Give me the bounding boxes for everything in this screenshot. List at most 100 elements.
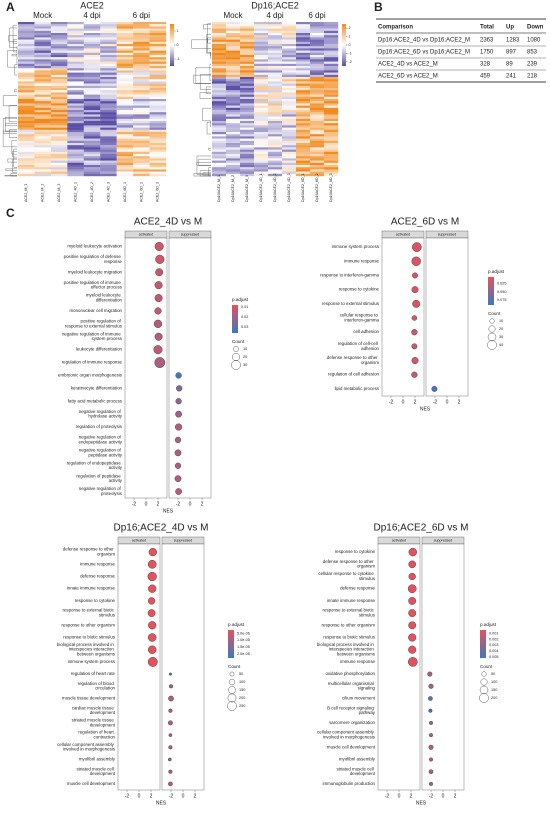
heatmap-cell (149, 26, 167, 29)
heatmap-cell (268, 55, 283, 58)
dot (431, 385, 438, 392)
heatmap-cell (296, 154, 311, 157)
heatmap-cell (296, 70, 311, 73)
heatmap-cell (149, 96, 167, 100)
heatmap-cell (324, 129, 339, 133)
heatmap-cell (254, 41, 269, 45)
heatmap-cell (18, 169, 35, 172)
heatmap-cell (254, 154, 269, 157)
heatmap-cell (254, 103, 269, 106)
heatmap-cell (50, 33, 68, 36)
legend-dot (228, 678, 236, 686)
heatmap-cell (133, 79, 150, 82)
heatmap-cell (296, 107, 311, 111)
heatmap-cell (240, 63, 255, 67)
heatmap-cell (254, 129, 269, 133)
heatmap-cell (149, 48, 167, 51)
heatmap-cell (310, 52, 325, 56)
heatmap-cell (133, 110, 150, 113)
heatmap-cell (50, 70, 68, 73)
heatmap-cell (296, 145, 311, 148)
heatmap-cell (268, 39, 283, 42)
heatmap-cell (268, 132, 283, 135)
term-label: immune response (344, 258, 379, 263)
heatmap-cell (18, 55, 35, 58)
heatmap-cell (254, 63, 269, 67)
heatmap-cell (100, 123, 117, 126)
heatmap-cell (296, 81, 311, 84)
heatmap-cell (282, 151, 297, 155)
heatmap-cell (226, 112, 241, 115)
heatmap-cell (67, 66, 84, 69)
heatmap-cell (296, 143, 311, 146)
heatmap-cell (226, 66, 241, 69)
heatmap-cell (83, 37, 101, 40)
legend-title: p.adjust (488, 269, 505, 274)
heatmap-cell (67, 72, 84, 75)
dendrogram (199, 74, 211, 90)
heatmap-cell (67, 112, 84, 115)
heatmap-cell (116, 59, 134, 62)
heatmap-cell (149, 33, 167, 36)
colorbar-tick-label: 0.001 (489, 632, 499, 636)
dendrogram (205, 86, 211, 94)
heatmap-cell (133, 123, 150, 126)
legend-label: 20 (499, 327, 503, 331)
heatmap-cell (34, 129, 52, 133)
heatmap-cell (133, 94, 150, 97)
heatmap-cell (83, 83, 101, 86)
heatmap-title: ACE2 (80, 0, 104, 10)
heatmap-cell (324, 90, 339, 93)
heatmap-cell (149, 165, 167, 168)
heatmap-cell (133, 70, 150, 73)
heatmap-cell (226, 173, 241, 177)
dot (175, 398, 182, 405)
heatmap-cell (254, 50, 269, 53)
heatmap-cell (100, 41, 117, 45)
heatmap-cell (296, 77, 311, 80)
table-header: Up (506, 25, 514, 31)
dot (168, 769, 173, 774)
heatmap-cell (67, 35, 84, 38)
heatmap-cell (282, 48, 297, 51)
heatmap-cell (100, 35, 117, 38)
heatmap-group-label: Mock (33, 11, 53, 20)
heatmap-cell (149, 37, 167, 40)
heatmap-cell (282, 101, 297, 104)
heatmap-cell (324, 147, 339, 150)
heatmap-cell (310, 101, 325, 104)
term-label: myofibril assembly (79, 757, 116, 762)
heatmap-cell (18, 121, 35, 124)
dot (429, 757, 433, 762)
heatmap-cell (212, 88, 227, 91)
sample-label: Dp16ACE2_M_2 (231, 175, 235, 202)
heatmap-cell (133, 35, 150, 38)
heatmap-cell (310, 134, 325, 137)
dot (408, 547, 417, 557)
heatmap-cell (18, 158, 35, 161)
heatmap-cell (226, 123, 241, 126)
heatmap-cell (296, 149, 311, 152)
heatmap-cell (149, 55, 167, 58)
heatmap-cell (83, 129, 101, 133)
heatmap-cell (268, 26, 283, 29)
heatmap-cell (100, 173, 117, 177)
heatmap-cell (50, 173, 68, 177)
heatmap-cell (226, 169, 241, 172)
dot (147, 657, 158, 667)
heatmap-cell (149, 28, 167, 31)
heatmap-cell (254, 107, 269, 111)
heatmap-cell (324, 33, 339, 36)
heatmap-cell (18, 160, 35, 163)
heatmap-cell (310, 68, 325, 71)
heatmap-cell (133, 61, 150, 64)
heatmap-cell (100, 55, 117, 58)
heatmap-cell (34, 48, 52, 51)
colorbar-tick-label: 0.03 (241, 325, 248, 329)
heatmap-cell (226, 140, 241, 144)
heatmap-cell (100, 125, 117, 128)
heatmap-cell (18, 48, 35, 51)
heatmap-cell (212, 66, 227, 69)
heatmap-cell (83, 52, 101, 56)
heatmap-cell (254, 88, 269, 91)
